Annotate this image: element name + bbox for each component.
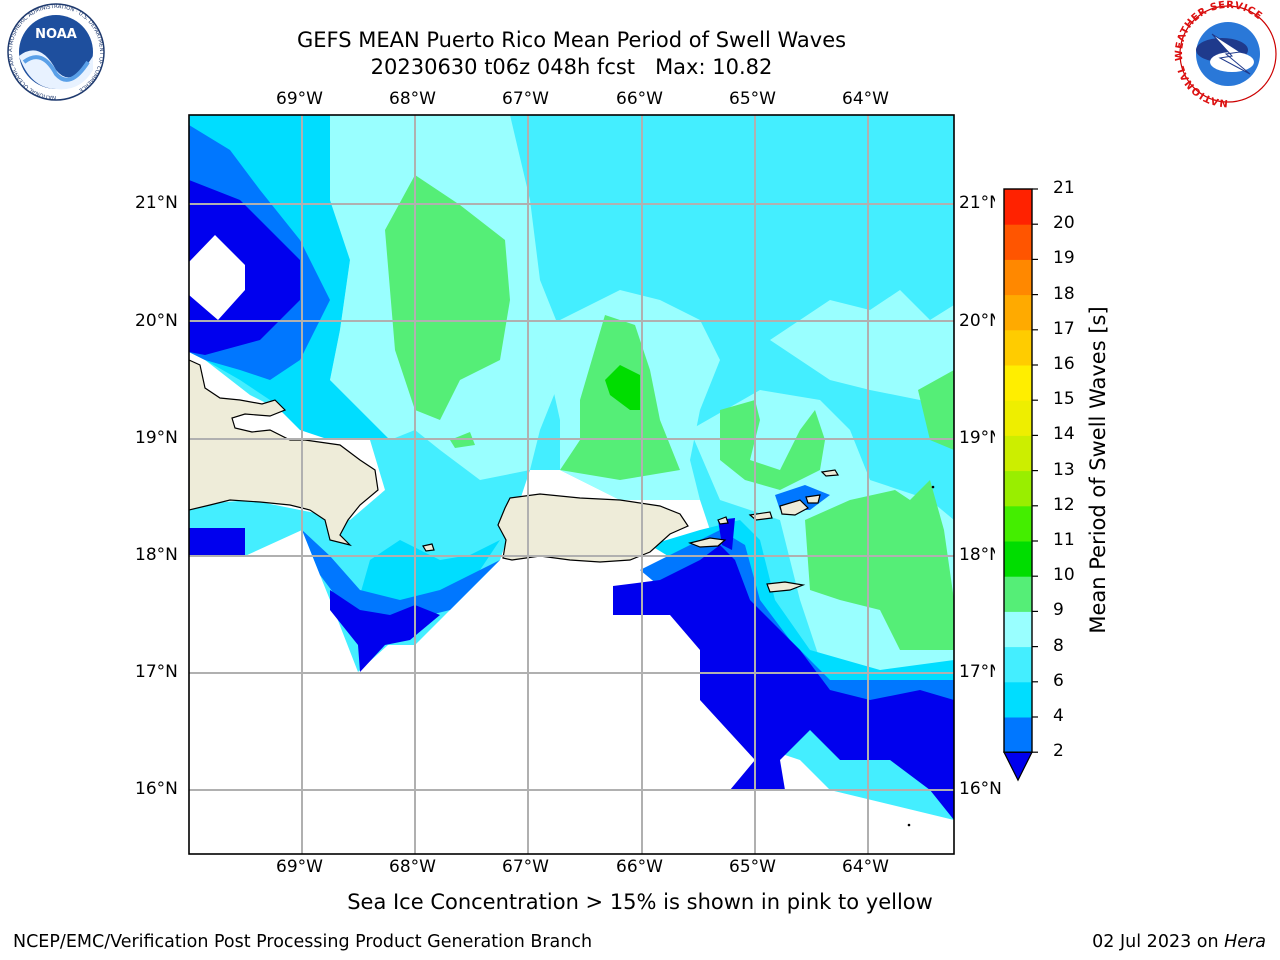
colorbar-tick-label: 4 bbox=[1053, 706, 1064, 726]
colorbar-segment bbox=[1004, 189, 1032, 225]
lon-label-top: 65°W bbox=[729, 89, 776, 109]
colorbar-tick-label: 8 bbox=[1053, 635, 1064, 656]
lon-label-bottom: 69°W bbox=[276, 857, 323, 877]
land-hispaniola bbox=[189, 359, 379, 547]
colorbar-segment bbox=[1004, 470, 1032, 507]
colorbar-segment bbox=[1004, 717, 1032, 753]
colorbar-tick-label: 19 bbox=[1053, 248, 1075, 269]
swell-band-9-10 bbox=[385, 175, 510, 420]
colorbar-segment bbox=[1004, 400, 1032, 436]
colorbar-tick-label: 10 bbox=[1053, 565, 1075, 586]
colorbar-segment bbox=[1004, 576, 1032, 612]
colorbar-tick-label: 20 bbox=[1053, 213, 1075, 234]
lat-label-right: 18°N bbox=[959, 545, 1002, 565]
lat-label-left: 21°N bbox=[135, 193, 178, 213]
colorbar-segment bbox=[1004, 294, 1032, 331]
noaa-logo-text: NOAA bbox=[35, 27, 77, 42]
lat-label-left: 19°N bbox=[135, 428, 178, 448]
colorbar-tick-label: 21 bbox=[1053, 178, 1075, 198]
sea-ice-note: Sea Ice Concentration > 15% is shown in … bbox=[347, 890, 933, 914]
lon-label-bottom: 66°W bbox=[616, 857, 663, 877]
nws-logo: NATIONAL WEATHER SERVICE bbox=[1174, 0, 1277, 108]
colorbar-segment bbox=[1004, 681, 1032, 718]
lon-label-bottom: 65°W bbox=[729, 857, 776, 877]
colorbar-tick-label: 6 bbox=[1053, 670, 1064, 691]
colorbar-segment bbox=[1004, 259, 1032, 296]
colorbar-segment bbox=[1004, 646, 1032, 683]
colorbar-segment bbox=[1004, 611, 1032, 648]
title-line-1: GEFS MEAN Puerto Rico Mean Period of Swe… bbox=[296, 28, 847, 52]
lat-label-right: 16°N bbox=[959, 779, 1002, 799]
colorbar-graphic bbox=[995, 182, 1055, 782]
colorbar-tick-label: 14 bbox=[1053, 424, 1075, 445]
map-grid bbox=[189, 115, 954, 854]
footer-date-text: 02 Jul 2023 on bbox=[1092, 932, 1225, 952]
lat-label-right: 21°N bbox=[959, 193, 1002, 213]
colorbar-tick-label: 9 bbox=[1053, 600, 1064, 621]
title-line-2: 20230630 t06z 048h fcst Max: 10.82 bbox=[370, 55, 773, 79]
land-puerto-rico bbox=[497, 493, 689, 563]
colorbar-segment bbox=[1004, 224, 1032, 260]
footer-credit: NCEP/EMC/Verification Post Processing Pr… bbox=[13, 932, 593, 952]
lat-label-left: 17°N bbox=[135, 662, 178, 682]
lat-label-right: 17°N bbox=[959, 662, 1002, 682]
footer-host: Hera bbox=[1224, 932, 1266, 952]
colorbar-segment bbox=[1004, 505, 1032, 542]
lat-label-left: 16°N bbox=[135, 779, 178, 799]
swell-band-10-11 bbox=[605, 365, 640, 410]
colorbar-segment bbox=[1004, 541, 1032, 577]
colorbar-tick-label: 11 bbox=[1053, 530, 1075, 550]
lat-label-right: 19°N bbox=[959, 428, 1002, 448]
lon-label-top: 66°W bbox=[616, 89, 663, 109]
lon-label-top: 67°W bbox=[502, 89, 549, 109]
colorbar-segment bbox=[1004, 365, 1032, 401]
lon-label-top: 69°W bbox=[276, 89, 323, 109]
lat-label-left: 18°N bbox=[135, 545, 178, 565]
colorbar-tick-label: 2 bbox=[1053, 741, 1064, 762]
lon-label-bottom: 68°W bbox=[389, 857, 436, 877]
colorbar-tick-label: 17 bbox=[1053, 318, 1075, 339]
lon-label-bottom: 67°W bbox=[502, 857, 549, 877]
colorbar-tick-label: 15 bbox=[1053, 389, 1075, 410]
colorbar-tick-label: 12 bbox=[1053, 494, 1075, 515]
map-panel bbox=[189, 115, 954, 854]
lon-label-top: 64°W bbox=[842, 89, 889, 109]
colorbar-tick-label: 18 bbox=[1053, 283, 1075, 304]
lat-label-left: 20°N bbox=[135, 311, 178, 331]
colorbar-segment bbox=[1004, 435, 1032, 472]
colorbar-segment bbox=[1004, 329, 1032, 366]
lon-label-bottom: 64°W bbox=[842, 857, 889, 877]
lon-label-top: 68°W bbox=[389, 89, 436, 109]
noaa-logo: NOAA NATIONAL OCEANIC AND ATMOSPHERIC AD… bbox=[7, 3, 105, 101]
colorbar-label: Mean Period of Swell Waves [s] bbox=[1086, 306, 1110, 634]
colorbar-tick-label: 13 bbox=[1053, 459, 1075, 480]
map-frame bbox=[188, 114, 955, 855]
colorbar-tick-label: 16 bbox=[1053, 354, 1075, 374]
footer-date: 02 Jul 2023 on Hera bbox=[1092, 932, 1266, 952]
lat-label-right: 20°N bbox=[959, 311, 1002, 331]
